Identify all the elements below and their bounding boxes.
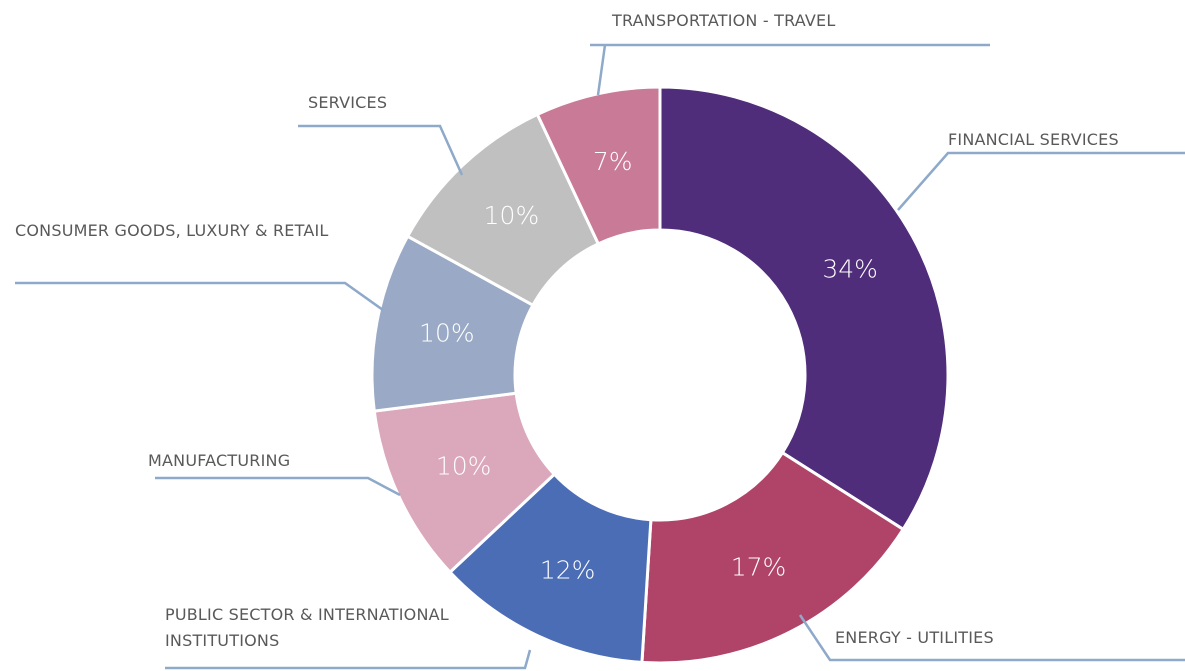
- category-label: MANUFACTURING: [148, 451, 291, 470]
- value-label: 7%: [593, 147, 633, 176]
- leader-line: [15, 281, 384, 312]
- value-label: 12%: [540, 555, 596, 584]
- donut-slice: [658, 85, 950, 532]
- category-label: CONSUMER GOODS, LUXURY & RETAIL: [15, 221, 329, 240]
- category-label: ENERGY - UTILITIES: [835, 628, 994, 647]
- leader-line: [897, 151, 1185, 211]
- category-label: FINANCIAL SERVICES: [948, 130, 1119, 149]
- value-label: 10%: [484, 201, 540, 230]
- category-label: TRANSPORTATION - TRAVEL: [612, 11, 836, 30]
- donut-slice: [535, 85, 662, 246]
- value-label: 10%: [419, 318, 475, 347]
- leader-line: [590, 43, 990, 96]
- leader-line: [165, 649, 532, 670]
- category-label: SERVICES: [308, 93, 388, 112]
- leader-line: [155, 476, 401, 497]
- value-label: 17%: [731, 552, 787, 581]
- category-label: PUBLIC SECTOR & INTERNATIONAL INSTITUTIO…: [165, 605, 449, 650]
- donut-slice: [640, 450, 906, 665]
- leader-line: [298, 124, 464, 176]
- value-label: 34%: [822, 254, 878, 283]
- leader-line: [798, 614, 1185, 662]
- value-label: 10%: [436, 451, 492, 480]
- donut-slice: [447, 472, 653, 665]
